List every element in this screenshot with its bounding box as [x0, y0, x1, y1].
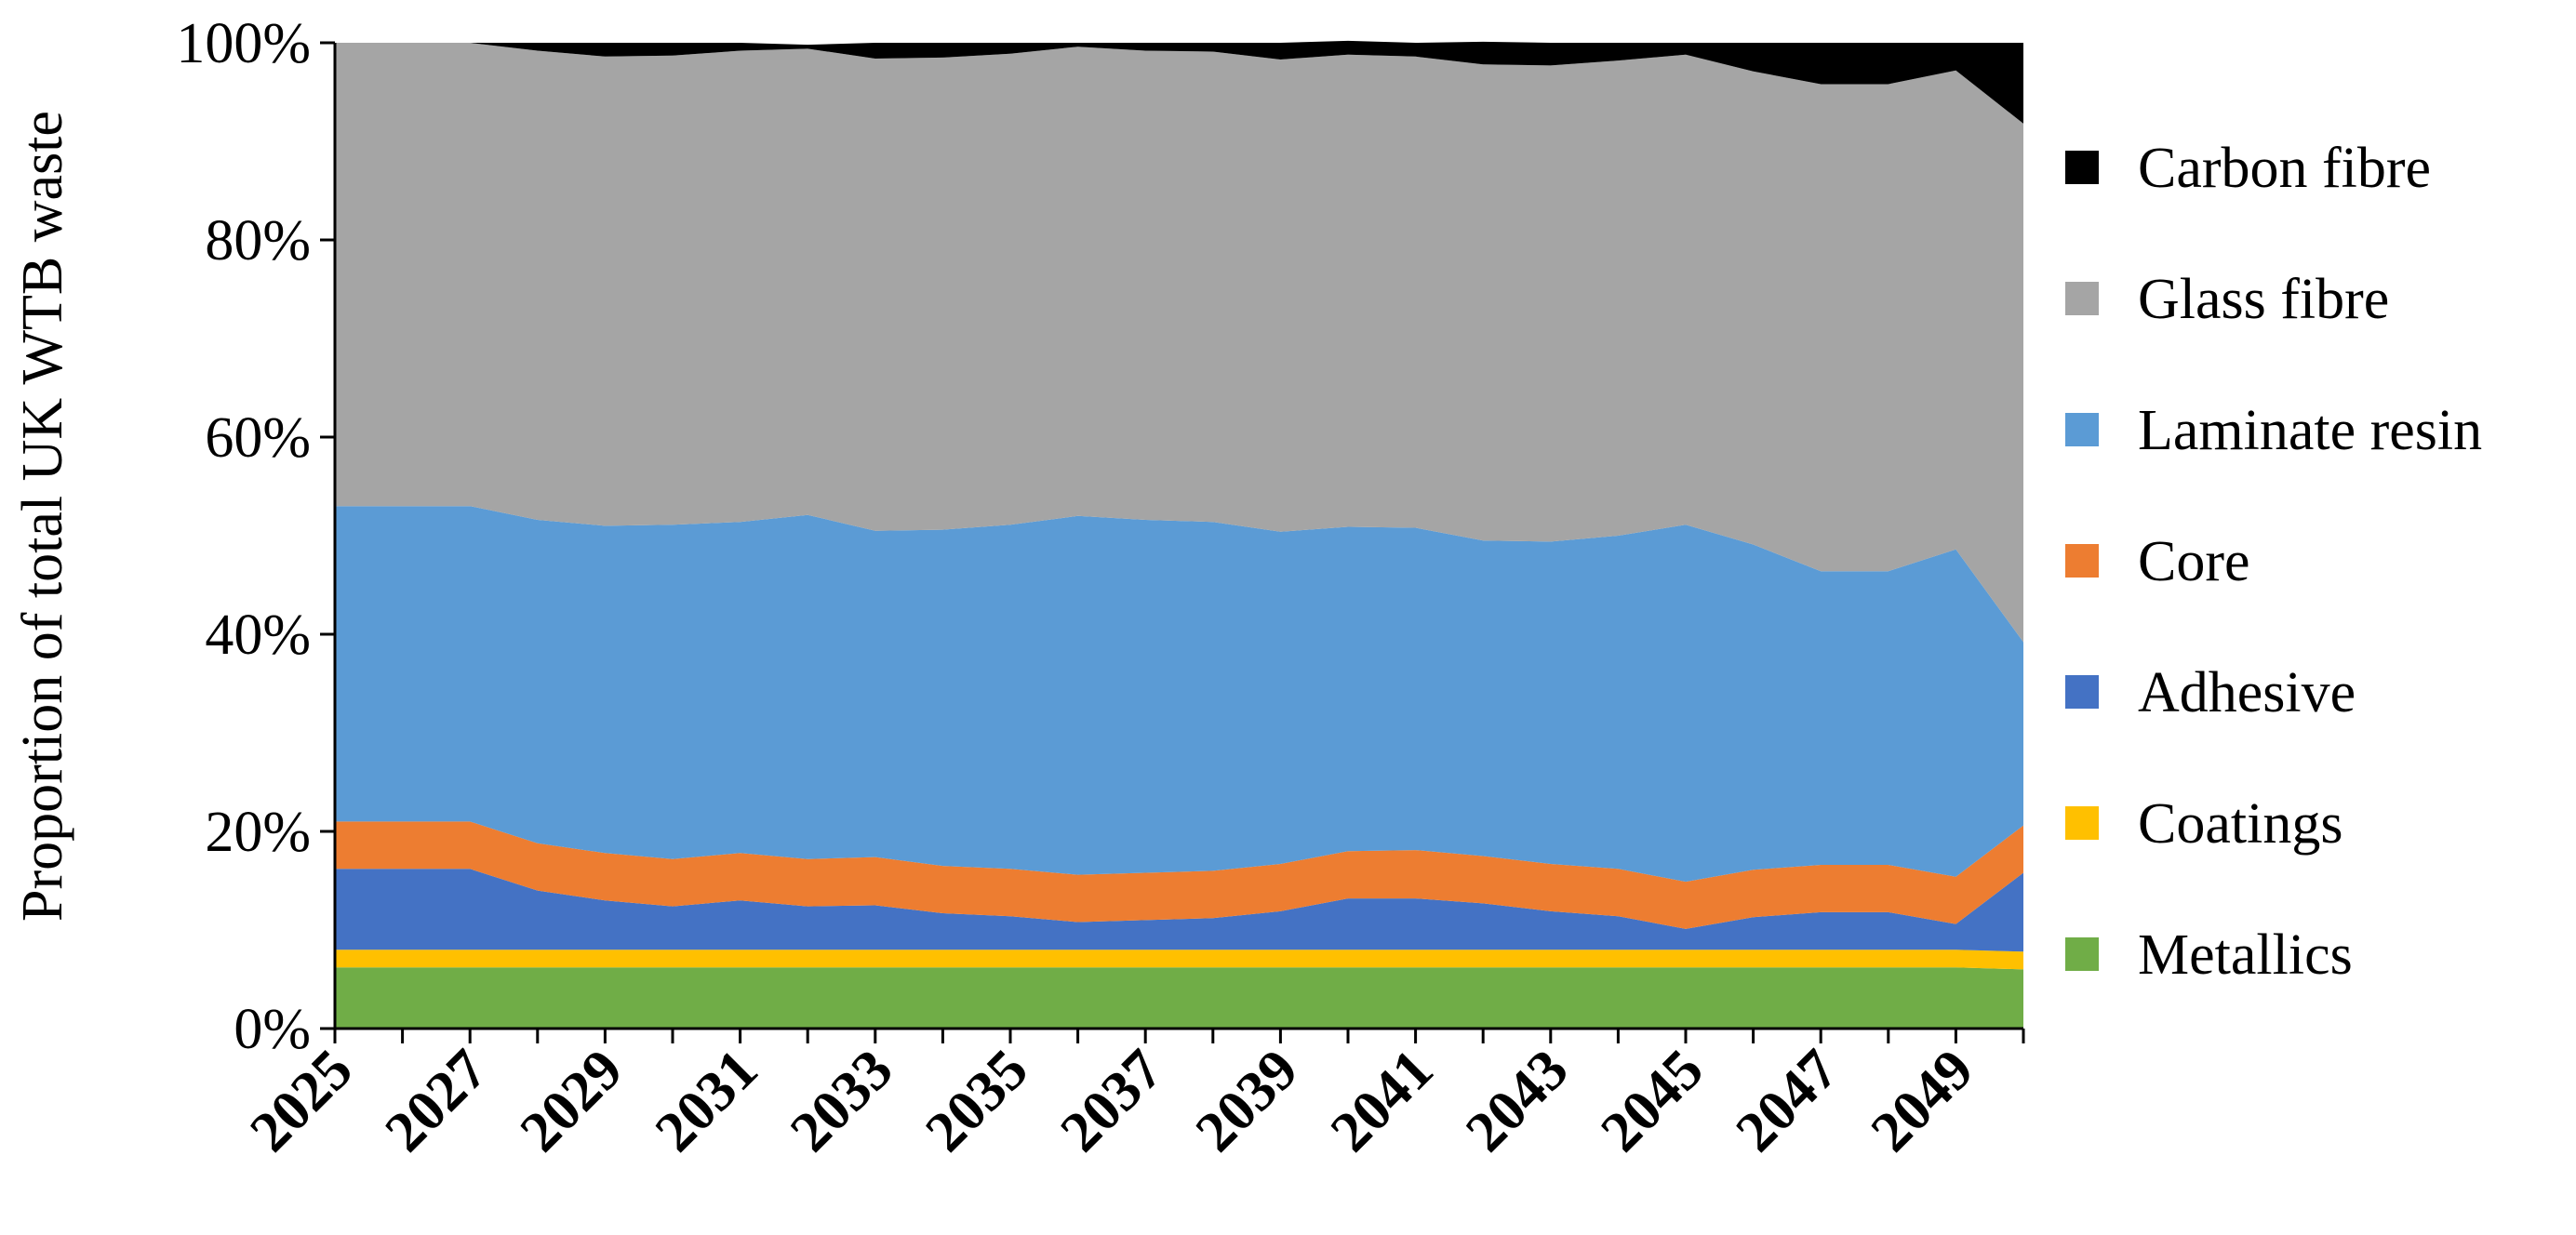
x-tick-label: 2049: [1860, 1038, 1986, 1164]
legend-swatch: [2065, 806, 2099, 840]
x-tick-label: 2045: [1589, 1038, 1715, 1164]
legend-item-coatings: Coatings: [2065, 792, 2342, 856]
legend-swatch: [2065, 282, 2099, 315]
legend: Carbon fibre Glass fibre Laminate resin Cor…: [2065, 137, 2482, 987]
x-tick-label: 2029: [509, 1038, 635, 1164]
x-tick-label: 2037: [1048, 1038, 1175, 1164]
legend-label: Adhesive: [2138, 661, 2356, 724]
legend-swatch: [2065, 937, 2099, 971]
axes-group: [320, 41, 2025, 1043]
x-tick-label: 2035: [914, 1038, 1040, 1164]
area-series-group: [335, 40, 2023, 1029]
legend-label: Core: [2138, 530, 2250, 593]
area-metallics: [335, 967, 2023, 1029]
legend-item-glass-fibre: Glass fibre: [2065, 268, 2389, 331]
area-core: [335, 821, 2023, 929]
legend-label: Metallics: [2138, 923, 2353, 987]
y-tick-label: 100%: [176, 12, 311, 75]
legend-item-core: Core: [2065, 530, 2250, 593]
legend-label: Coatings: [2138, 792, 2342, 856]
area-glass-fibre: [335, 43, 2023, 643]
x-tick-label: 2033: [779, 1038, 905, 1164]
y-tick-label: 20%: [205, 801, 311, 864]
legend-label: Laminate resin: [2138, 399, 2482, 462]
x-tick-label: 2039: [1184, 1038, 1311, 1164]
x-tick-label: 2027: [373, 1038, 500, 1164]
y-axis-title: Proportion of total UK WTB waste: [11, 111, 74, 922]
legend-swatch: [2065, 544, 2099, 578]
legend-swatch: [2065, 413, 2099, 446]
y-tick-label: 40%: [205, 604, 311, 667]
legend-item-carbon-fibre: Carbon fibre: [2065, 137, 2431, 200]
legend-item-adhesive: Adhesive: [2065, 661, 2356, 724]
area-carbon-fibre: [335, 40, 2023, 124]
x-tick-label: 2047: [1724, 1038, 1850, 1164]
legend-item-metallics: Metallics: [2065, 923, 2353, 987]
legend-label: Glass fibre: [2138, 268, 2389, 331]
y-tick-label: 80%: [205, 209, 311, 272]
area-laminate-resin: [335, 506, 2023, 883]
x-tick-label: 2043: [1454, 1038, 1581, 1164]
y-tick-labels: 0% 20% 40% 60% 80% 100%: [176, 12, 311, 1061]
legend-item-laminate-resin: Laminate resin: [2065, 399, 2482, 462]
area-adhesive: [335, 869, 2023, 952]
x-tick-label: 2041: [1319, 1038, 1446, 1164]
y-tick-label: 60%: [205, 406, 311, 470]
legend-swatch: [2065, 151, 2099, 184]
legend-label: Carbon fibre: [2138, 137, 2431, 200]
y-tick-label: 0%: [234, 998, 311, 1061]
legend-swatch: [2065, 675, 2099, 709]
x-tick-labels: 2025 2027 2029 2031 2033 2035 2037 2039 2041 2043…: [238, 1038, 1985, 1164]
area-coatings: [335, 949, 2023, 970]
x-tick-label: 2031: [644, 1038, 770, 1164]
